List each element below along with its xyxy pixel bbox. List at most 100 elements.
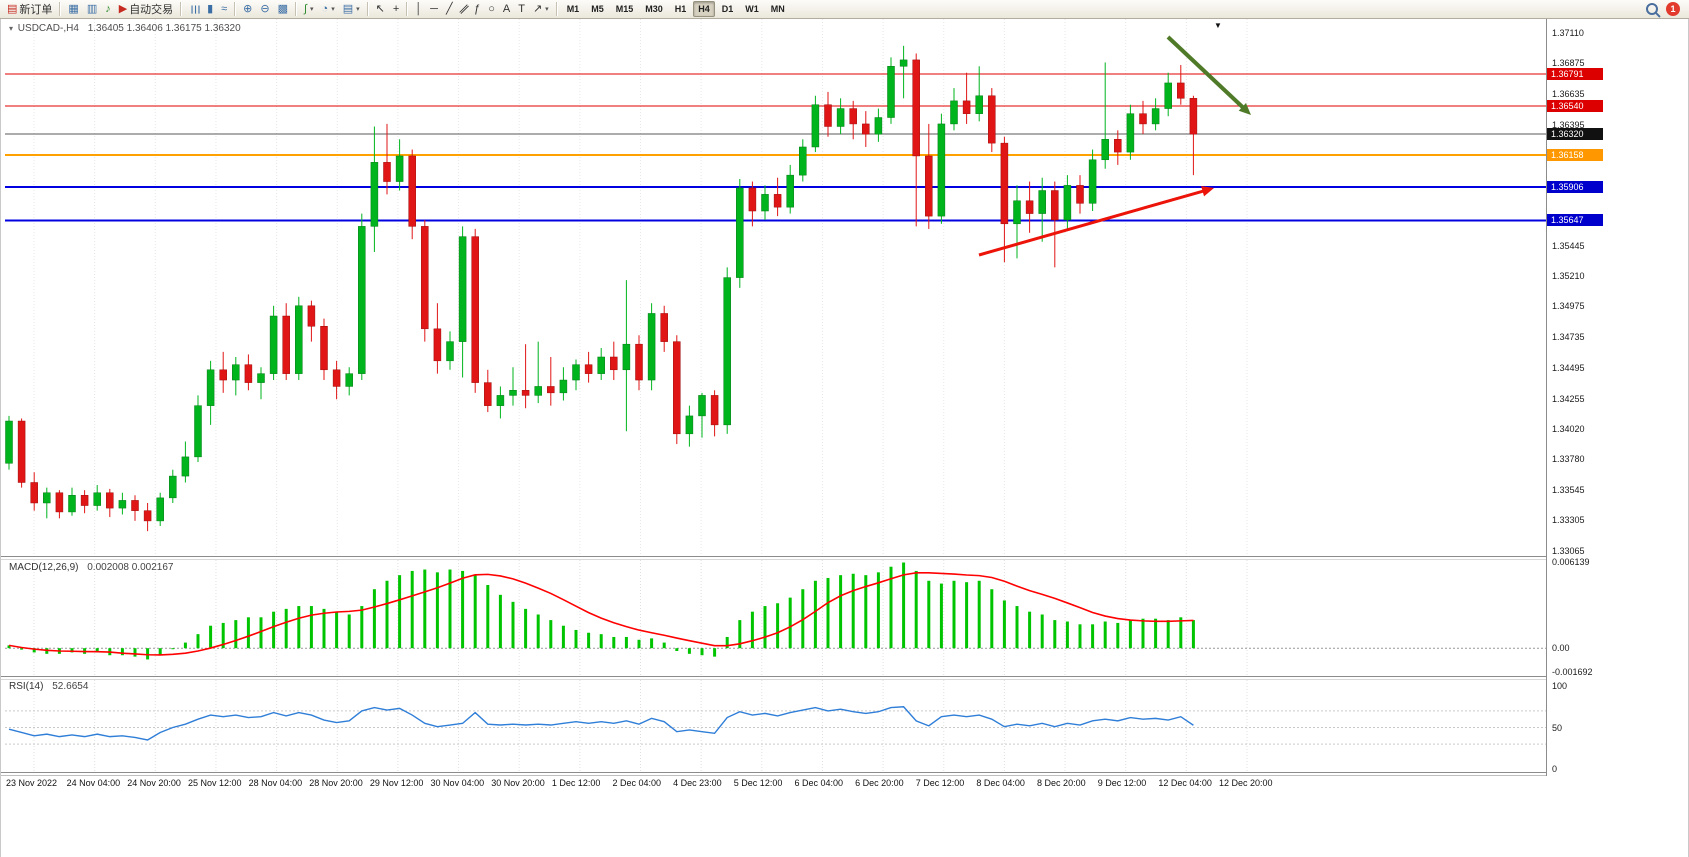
trendline-button[interactable]: ╱ — [442, 0, 457, 19]
indicators-dropdown[interactable]: ∫ ▾ — [300, 0, 318, 19]
separator — [555, 2, 558, 16]
profiles-icon: ▥ — [86, 2, 98, 15]
templates-icon: ▤ — [342, 2, 354, 15]
macd-name: MACD(12,26,9) — [9, 562, 79, 573]
macd-chart[interactable] — [5, 560, 1546, 676]
candlestick-chart-button[interactable]: ▮ — [203, 0, 217, 19]
templates-dropdown[interactable]: ▤ ▾ — [339, 0, 364, 19]
bar-chart-icon: ☰ — [188, 4, 201, 14]
chart-window-button[interactable]: ▦ — [64, 0, 82, 19]
macd-tick: 0.006139 — [1552, 556, 1590, 567]
line-chart-button[interactable]: ≈ — [217, 0, 231, 19]
timeframe-M5[interactable]: M5 — [591, 4, 604, 14]
time-tick: 28 Nov 20:00 — [309, 778, 363, 788]
main-price-chart[interactable] — [5, 19, 1546, 556]
alerts-button[interactable]: ♪ — [101, 0, 115, 19]
separator — [406, 2, 409, 16]
price-axis[interactable]: 1.37110 1.36875 1.36635 1.36395 1.35445 1.352… — [1547, 19, 1689, 857]
price-badge-1.36791: 1.36791 — [1547, 67, 1603, 80]
chevron-down-icon: ▾ — [310, 6, 314, 13]
chart-shift-marker-icon[interactable]: ▼ — [1214, 21, 1222, 30]
time-tick: 5 Dec 12:00 — [733, 778, 783, 788]
rsi-tick: 50 — [1552, 722, 1563, 733]
horizontal-line-icon: ─ — [430, 2, 438, 15]
shapes-button[interactable]: ○ — [484, 0, 499, 19]
horizontal-line-button[interactable]: ─ — [426, 0, 442, 19]
chart-window-icon: ▦ — [68, 2, 79, 15]
cursor-button[interactable]: ↖ — [372, 0, 389, 19]
channel-icon: ∥ — [457, 2, 470, 15]
label-icon: T — [518, 2, 525, 15]
time-axis[interactable]: 23 Nov 2022 24 Nov 04:00 24 Nov 20:00 25 No… — [5, 776, 1546, 792]
price-tick: 1.34495 — [1552, 362, 1585, 373]
line-chart-icon: ≈ — [221, 2, 228, 15]
arrows-dropdown[interactable]: ↗ ▾ — [529, 0, 553, 19]
collapse-icon[interactable]: ▾ — [9, 24, 14, 33]
price-tick: 1.34255 — [1552, 393, 1585, 404]
price-tick: 1.36635 — [1552, 88, 1585, 99]
time-tick: 29 Nov 12:00 — [369, 778, 424, 788]
separator — [59, 2, 62, 16]
time-tick: 8 Dec 04:00 — [976, 778, 1025, 788]
rsi-value: 52.6654 — [52, 681, 89, 692]
crosshair-button[interactable]: + — [389, 0, 403, 19]
channel-button[interactable]: ∥ — [457, 0, 471, 19]
timeframe-M1[interactable]: M1 — [566, 4, 580, 14]
panel-splitter-shadow — [1, 679, 1546, 680]
panel-splitter[interactable] — [1, 676, 1546, 677]
timeframe-H1[interactable]: H1 — [674, 4, 687, 14]
new-order-icon: ▤ — [7, 2, 18, 15]
text-button[interactable]: A — [499, 0, 514, 19]
alerts-icon: ♪ — [105, 2, 111, 15]
price-tick: 1.33545 — [1552, 484, 1585, 495]
price-tick: 1.34020 — [1552, 423, 1585, 434]
zoom-out-button[interactable]: ⊖ — [256, 0, 273, 19]
tile-windows-button[interactable]: ▩ — [274, 0, 292, 19]
timeframe-M15[interactable]: M15 — [615, 4, 634, 14]
price-tick: 1.35210 — [1552, 271, 1585, 282]
vertical-line-icon: │ — [415, 2, 423, 15]
arrows-icon: ↗ — [532, 2, 543, 15]
price-badge-1.36540: 1.36540 — [1547, 99, 1603, 112]
time-tick: 6 Dec 04:00 — [794, 778, 843, 788]
vertical-line-button[interactable]: │ — [411, 0, 426, 19]
price-tick: 1.37110 — [1552, 28, 1584, 38]
chart-window: ▾ USDCAD-,H4 1.36405 1.36406 1.36175 1.3… — [0, 19, 1689, 857]
zoom-in-button[interactable]: ⊕ — [239, 0, 256, 19]
periods-dropdown[interactable]: ◔ ▾ — [318, 0, 339, 19]
time-tick: 25 Nov 12:00 — [187, 778, 242, 788]
timeframe-H4[interactable]: H4 — [693, 1, 715, 17]
notification-badge[interactable]: 1 — [1666, 2, 1680, 16]
time-tick: 12 Dec 20:00 — [1219, 778, 1273, 788]
timeframe-D1[interactable]: D1 — [721, 4, 734, 14]
time-tick: 12 Dec 04:00 — [1158, 778, 1212, 788]
profiles-button[interactable]: ▥ — [83, 0, 101, 19]
auto-trading-icon: ▶ — [118, 2, 128, 15]
chevron-down-icon: ▾ — [331, 6, 335, 13]
tile-windows-icon: ▩ — [277, 2, 289, 15]
label-button[interactable]: T — [514, 0, 529, 19]
zoom-out-icon: ⊖ — [260, 2, 270, 15]
new-order-button[interactable]: ▤ 新订单 — [3, 0, 56, 19]
panel-splitter[interactable] — [1, 772, 1546, 773]
bar-chart-button[interactable]: ☰ — [185, 0, 203, 19]
chart-title: ▾ USDCAD-,H4 1.36405 1.36406 1.36175 1.3… — [9, 23, 241, 34]
price-tick: 1.33305 — [1552, 515, 1585, 526]
search-icon[interactable] — [1646, 3, 1658, 15]
indicators-icon: ∫ — [304, 2, 308, 15]
timeframe-W1[interactable]: W1 — [745, 4, 759, 14]
auto-trading-button[interactable]: ▶ 自动交易 — [115, 0, 177, 19]
time-tick: 24 Nov 04:00 — [66, 778, 121, 788]
timeframe-group: M1 M5 M15 M30 H1 H4 D1 W1 MN — [561, 1, 791, 17]
text-icon: A — [502, 2, 511, 15]
candlestick-chart-icon: ▮ — [207, 2, 214, 15]
panel-splitter-shadow — [1, 559, 1546, 560]
macd-label: MACD(12,26,9) 0.002008 0.002167 — [9, 562, 173, 573]
time-tick: 30 Nov 20:00 — [491, 778, 545, 788]
rsi-chart[interactable] — [5, 680, 1546, 772]
timeframe-M30[interactable]: M30 — [645, 4, 663, 14]
fibonacci-button[interactable]: ƒ — [470, 0, 484, 19]
panel-splitter[interactable] — [1, 556, 1546, 557]
trendline-icon: ╱ — [445, 2, 453, 15]
timeframe-MN[interactable]: MN — [770, 4, 785, 14]
